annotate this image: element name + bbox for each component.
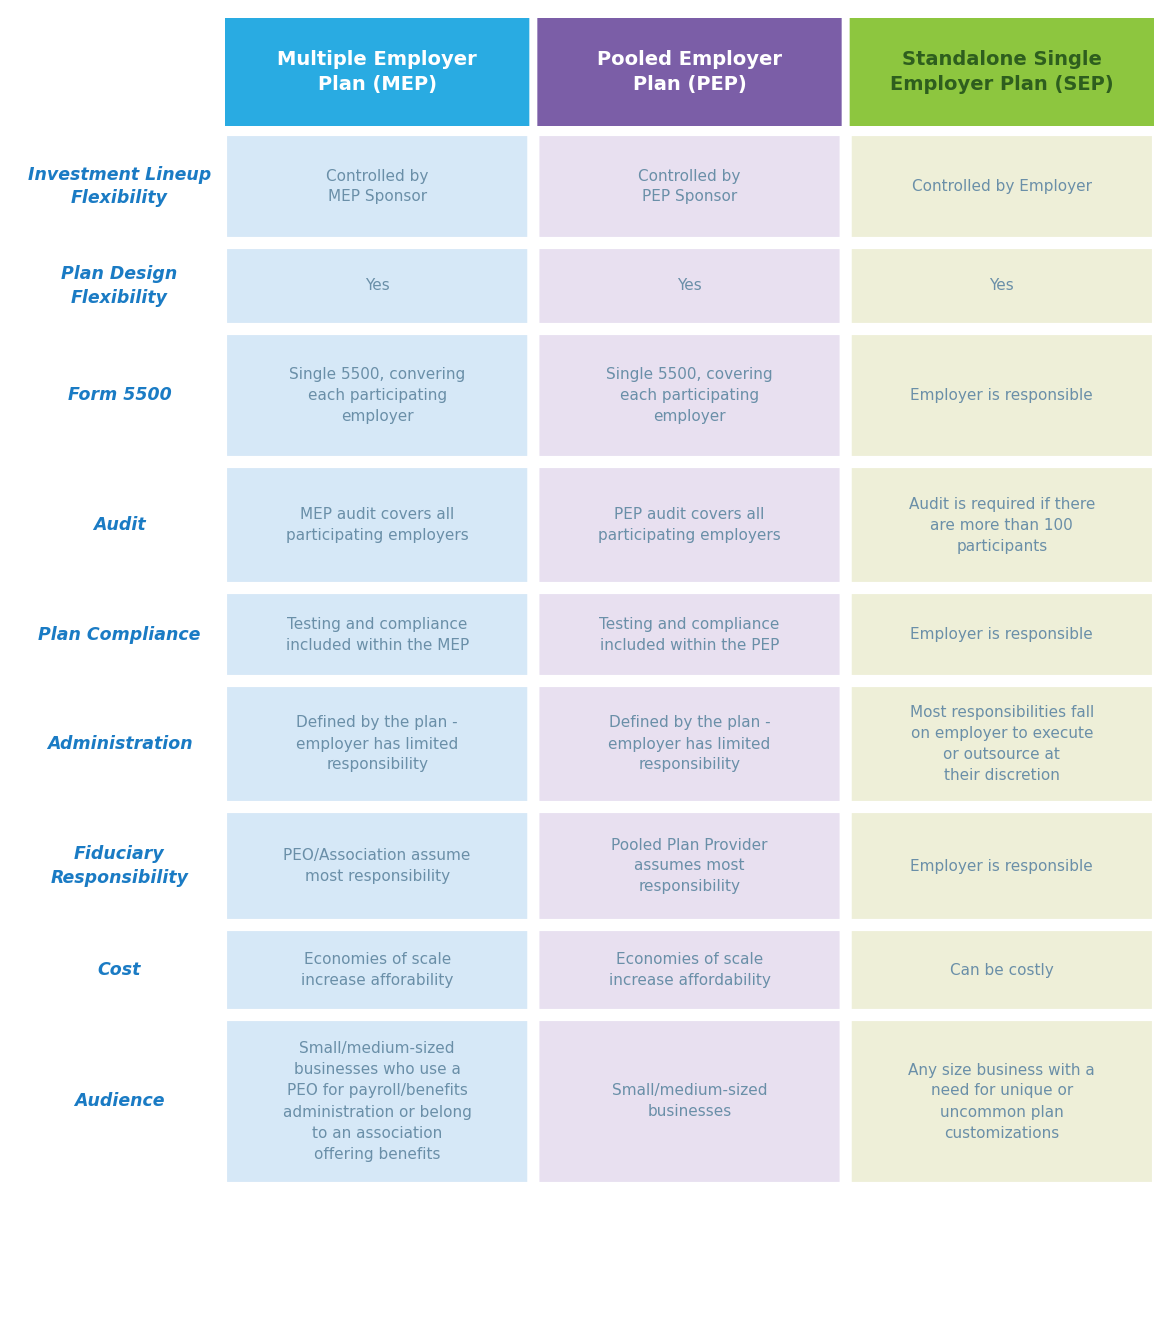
Text: Yes: Yes (989, 278, 1014, 294)
FancyBboxPatch shape (537, 811, 842, 921)
Text: Form 5500: Form 5500 (68, 387, 172, 404)
Text: Audience: Audience (74, 1093, 165, 1110)
FancyBboxPatch shape (850, 929, 1154, 1011)
FancyBboxPatch shape (537, 466, 842, 584)
Text: Plan Compliance: Plan Compliance (39, 625, 201, 644)
FancyBboxPatch shape (537, 333, 842, 458)
Text: Employer is responsible: Employer is responsible (910, 388, 1094, 403)
FancyBboxPatch shape (225, 685, 529, 803)
FancyBboxPatch shape (225, 466, 529, 584)
Text: Testing and compliance
included within the PEP: Testing and compliance included within t… (600, 616, 780, 652)
Text: MEP audit covers all
participating employers: MEP audit covers all participating emplo… (286, 507, 468, 543)
FancyBboxPatch shape (850, 466, 1154, 584)
Text: Investment Lineup
Flexibility: Investment Lineup Flexibility (28, 166, 212, 207)
Text: Most responsibilities fall
on employer to execute
or outsource at
their discreti: Most responsibilities fall on employer t… (910, 705, 1094, 783)
FancyBboxPatch shape (537, 246, 842, 325)
FancyBboxPatch shape (850, 19, 1154, 126)
Text: Pooled Plan Provider
assumes most
responsibility: Pooled Plan Provider assumes most respon… (612, 837, 768, 894)
FancyBboxPatch shape (225, 134, 529, 238)
FancyBboxPatch shape (225, 246, 529, 325)
Text: Audit is required if there
are more than 100
participants: Audit is required if there are more than… (909, 497, 1095, 554)
FancyBboxPatch shape (537, 592, 842, 677)
Text: Single 5500, convering
each participating
employer: Single 5500, convering each participatin… (289, 367, 466, 424)
FancyBboxPatch shape (850, 685, 1154, 803)
Text: PEO/Association assume
most responsibility: PEO/Association assume most responsibili… (283, 848, 470, 884)
FancyBboxPatch shape (537, 134, 842, 238)
Text: Can be costly: Can be costly (950, 962, 1054, 978)
Text: Multiple Employer
Plan (MEP): Multiple Employer Plan (MEP) (278, 50, 477, 94)
FancyBboxPatch shape (225, 811, 529, 921)
FancyBboxPatch shape (225, 1019, 529, 1185)
Text: Economies of scale
increase affordability: Economies of scale increase affordabilit… (608, 951, 770, 988)
FancyBboxPatch shape (225, 592, 529, 677)
Text: Small/medium-sized
businesses: Small/medium-sized businesses (612, 1084, 767, 1120)
FancyBboxPatch shape (537, 19, 842, 126)
Text: Testing and compliance
included within the MEP: Testing and compliance included within t… (286, 616, 469, 652)
Text: Economies of scale
increase afforability: Economies of scale increase afforability (301, 951, 454, 988)
FancyBboxPatch shape (850, 246, 1154, 325)
Text: Defined by the plan -
employer has limited
responsibility: Defined by the plan - employer has limit… (608, 716, 770, 772)
FancyBboxPatch shape (537, 929, 842, 1011)
FancyBboxPatch shape (537, 1019, 842, 1185)
Text: Pooled Employer
Plan (PEP): Pooled Employer Plan (PEP) (597, 50, 782, 94)
Text: Plan Design
Flexibility: Plan Design Flexibility (61, 265, 178, 307)
Text: Employer is responsible: Employer is responsible (910, 627, 1094, 643)
Text: Fiduciary
Responsibility: Fiduciary Responsibility (51, 845, 188, 886)
FancyBboxPatch shape (850, 333, 1154, 458)
FancyBboxPatch shape (225, 333, 529, 458)
Text: Any size business with a
need for unique or
uncommon plan
customizations: Any size business with a need for unique… (908, 1063, 1095, 1141)
FancyBboxPatch shape (225, 929, 529, 1011)
Text: Standalone Single
Employer Plan (SEP): Standalone Single Employer Plan (SEP) (890, 50, 1114, 94)
FancyBboxPatch shape (537, 685, 842, 803)
Text: Cost: Cost (98, 961, 141, 979)
FancyBboxPatch shape (850, 1019, 1154, 1185)
Text: Defined by the plan -
employer has limited
responsibility: Defined by the plan - employer has limit… (296, 716, 459, 772)
FancyBboxPatch shape (850, 592, 1154, 677)
Text: Employer is responsible: Employer is responsible (910, 859, 1094, 873)
Text: Yes: Yes (365, 278, 389, 294)
Text: Controlled by
MEP Sponsor: Controlled by MEP Sponsor (326, 168, 428, 204)
FancyBboxPatch shape (850, 134, 1154, 238)
Text: Audit: Audit (93, 515, 146, 534)
Text: Small/medium-sized
businesses who use a
PEO for payroll/benefits
administration : Small/medium-sized businesses who use a … (282, 1041, 472, 1162)
Text: PEP audit covers all
participating employers: PEP audit covers all participating emplo… (599, 507, 781, 543)
Text: Single 5500, covering
each participating
employer: Single 5500, covering each participating… (606, 367, 773, 424)
FancyBboxPatch shape (225, 19, 529, 126)
Text: Controlled by
PEP Sponsor: Controlled by PEP Sponsor (639, 168, 741, 204)
Text: Controlled by Employer: Controlled by Employer (911, 179, 1091, 193)
FancyBboxPatch shape (850, 811, 1154, 921)
Text: Yes: Yes (677, 278, 702, 294)
Text: Administration: Administration (47, 735, 193, 753)
